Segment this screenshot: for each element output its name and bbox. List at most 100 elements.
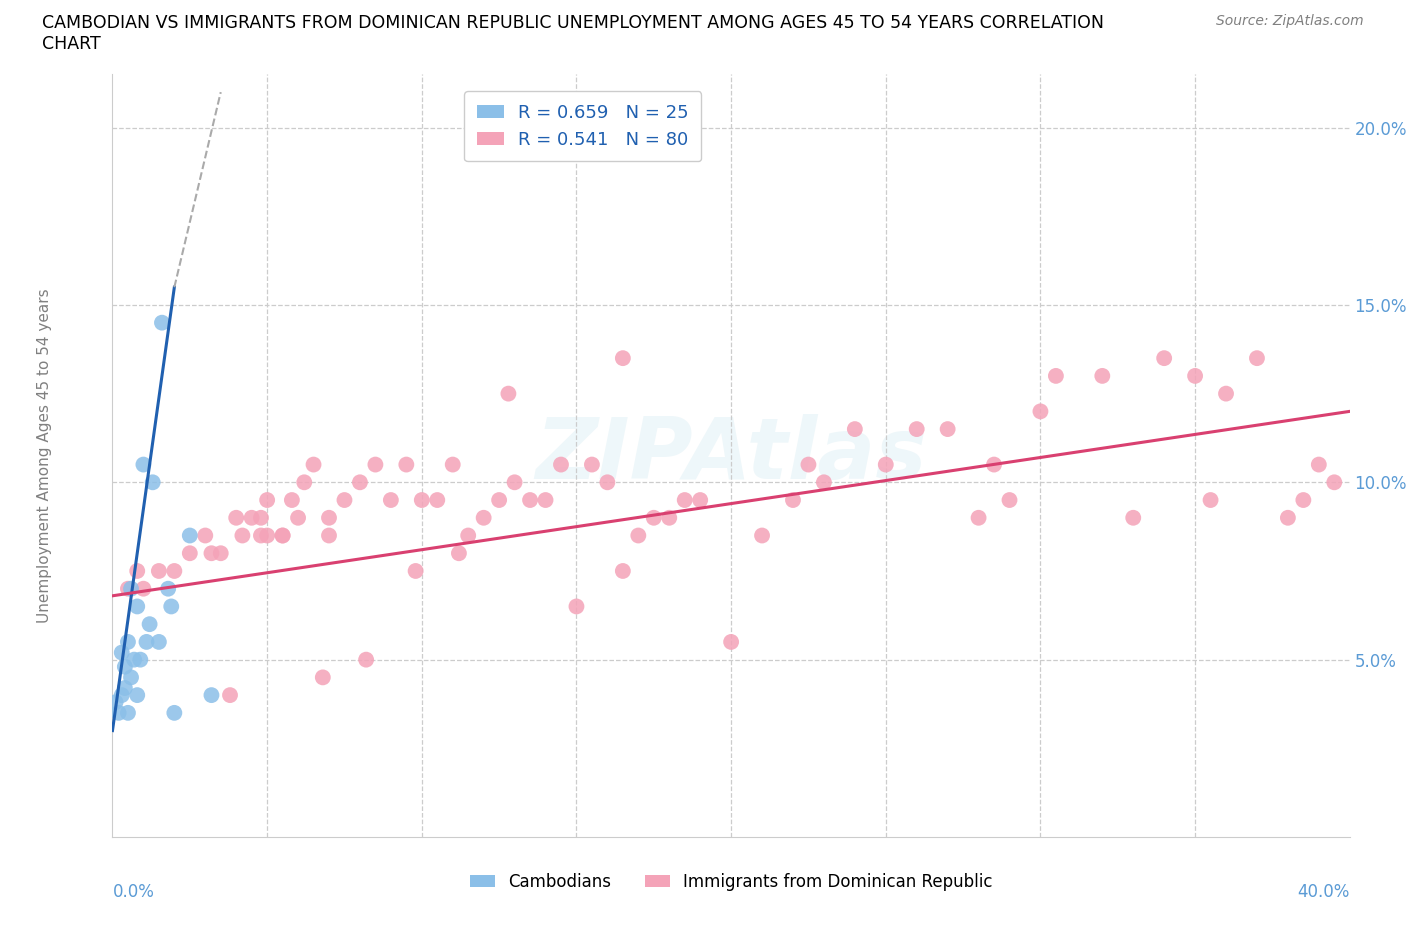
Point [179,546,201,561]
Point [405,564,427,578]
Text: Source: ZipAtlas.com: Source: ZipAtlas.com [1216,14,1364,28]
Text: 40.0%: 40.0% [1298,883,1350,901]
Point [1215,386,1237,401]
Point [673,493,696,508]
Point [271,528,294,543]
Point [250,511,273,525]
Point [1184,368,1206,383]
Point [225,511,247,525]
Point [447,546,470,561]
Point [114,681,136,696]
Point [129,652,152,667]
Point [581,458,603,472]
Point [426,493,449,508]
Point [395,458,418,472]
Point [117,581,139,596]
Point [534,493,557,508]
Point [150,315,173,330]
Point [498,386,520,401]
Point [142,475,165,490]
Point [250,528,273,543]
Point [905,421,928,436]
Point [349,475,371,490]
Point [1153,351,1175,365]
Point [200,687,222,702]
Point [127,599,149,614]
Point [333,493,356,508]
Point [689,493,711,508]
Point [160,599,183,614]
Point [200,546,222,561]
Point [658,511,681,525]
Point [472,511,495,525]
Point [1277,511,1299,525]
Point [813,475,835,490]
Point [1323,475,1346,490]
Point [875,458,897,472]
Point [782,493,804,508]
Point [998,493,1021,508]
Point [132,581,155,596]
Point [643,511,665,525]
Text: CAMBODIAN VS IMMIGRANTS FROM DOMINICAN REPUBLIC UNEMPLOYMENT AMONG AGES 45 TO 54: CAMBODIAN VS IMMIGRANTS FROM DOMINICAN R… [42,14,1104,32]
Legend: Cambodians, Immigrants from Dominican Republic: Cambodians, Immigrants from Dominican Re… [463,866,1000,897]
Point [1199,493,1222,508]
Point [565,599,588,614]
Point [132,458,155,472]
Point [380,493,402,508]
Point [138,617,160,631]
Point [122,652,145,667]
Point [148,634,170,649]
Point [111,687,134,702]
Point [1246,351,1268,365]
Point [271,528,294,543]
Point [364,458,387,472]
Point [292,475,315,490]
Point [312,670,335,684]
Point [354,652,377,667]
Point [441,458,464,472]
Point [163,564,186,578]
Point [1029,404,1052,418]
Point [281,493,304,508]
Point [612,351,634,365]
Point [519,493,541,508]
Point [318,511,340,525]
Point [114,659,136,674]
Point [231,528,253,543]
Point [135,634,157,649]
Point [104,695,127,710]
Point [612,564,634,578]
Point [163,706,186,721]
Point [983,458,1005,472]
Point [117,706,139,721]
Point [967,511,990,525]
Text: 0.0%: 0.0% [112,883,155,901]
Point [148,564,170,578]
Point [751,528,773,543]
Point [936,421,959,436]
Point [1045,368,1067,383]
Point [120,670,142,684]
Point [256,528,278,543]
Point [1292,493,1315,508]
Point [287,511,309,525]
Point [219,687,242,702]
Point [550,458,572,472]
Point [503,475,526,490]
Point [107,706,129,721]
Point [318,528,340,543]
Point [111,645,134,660]
Point [117,634,139,649]
Point [127,564,149,578]
Text: CHART: CHART [42,35,101,53]
Point [179,528,201,543]
Point [1091,368,1114,383]
Point [302,458,325,472]
Point [240,511,263,525]
Point [457,528,479,543]
Point [720,634,742,649]
Point [127,687,149,702]
Point [797,458,820,472]
Point [844,421,866,436]
